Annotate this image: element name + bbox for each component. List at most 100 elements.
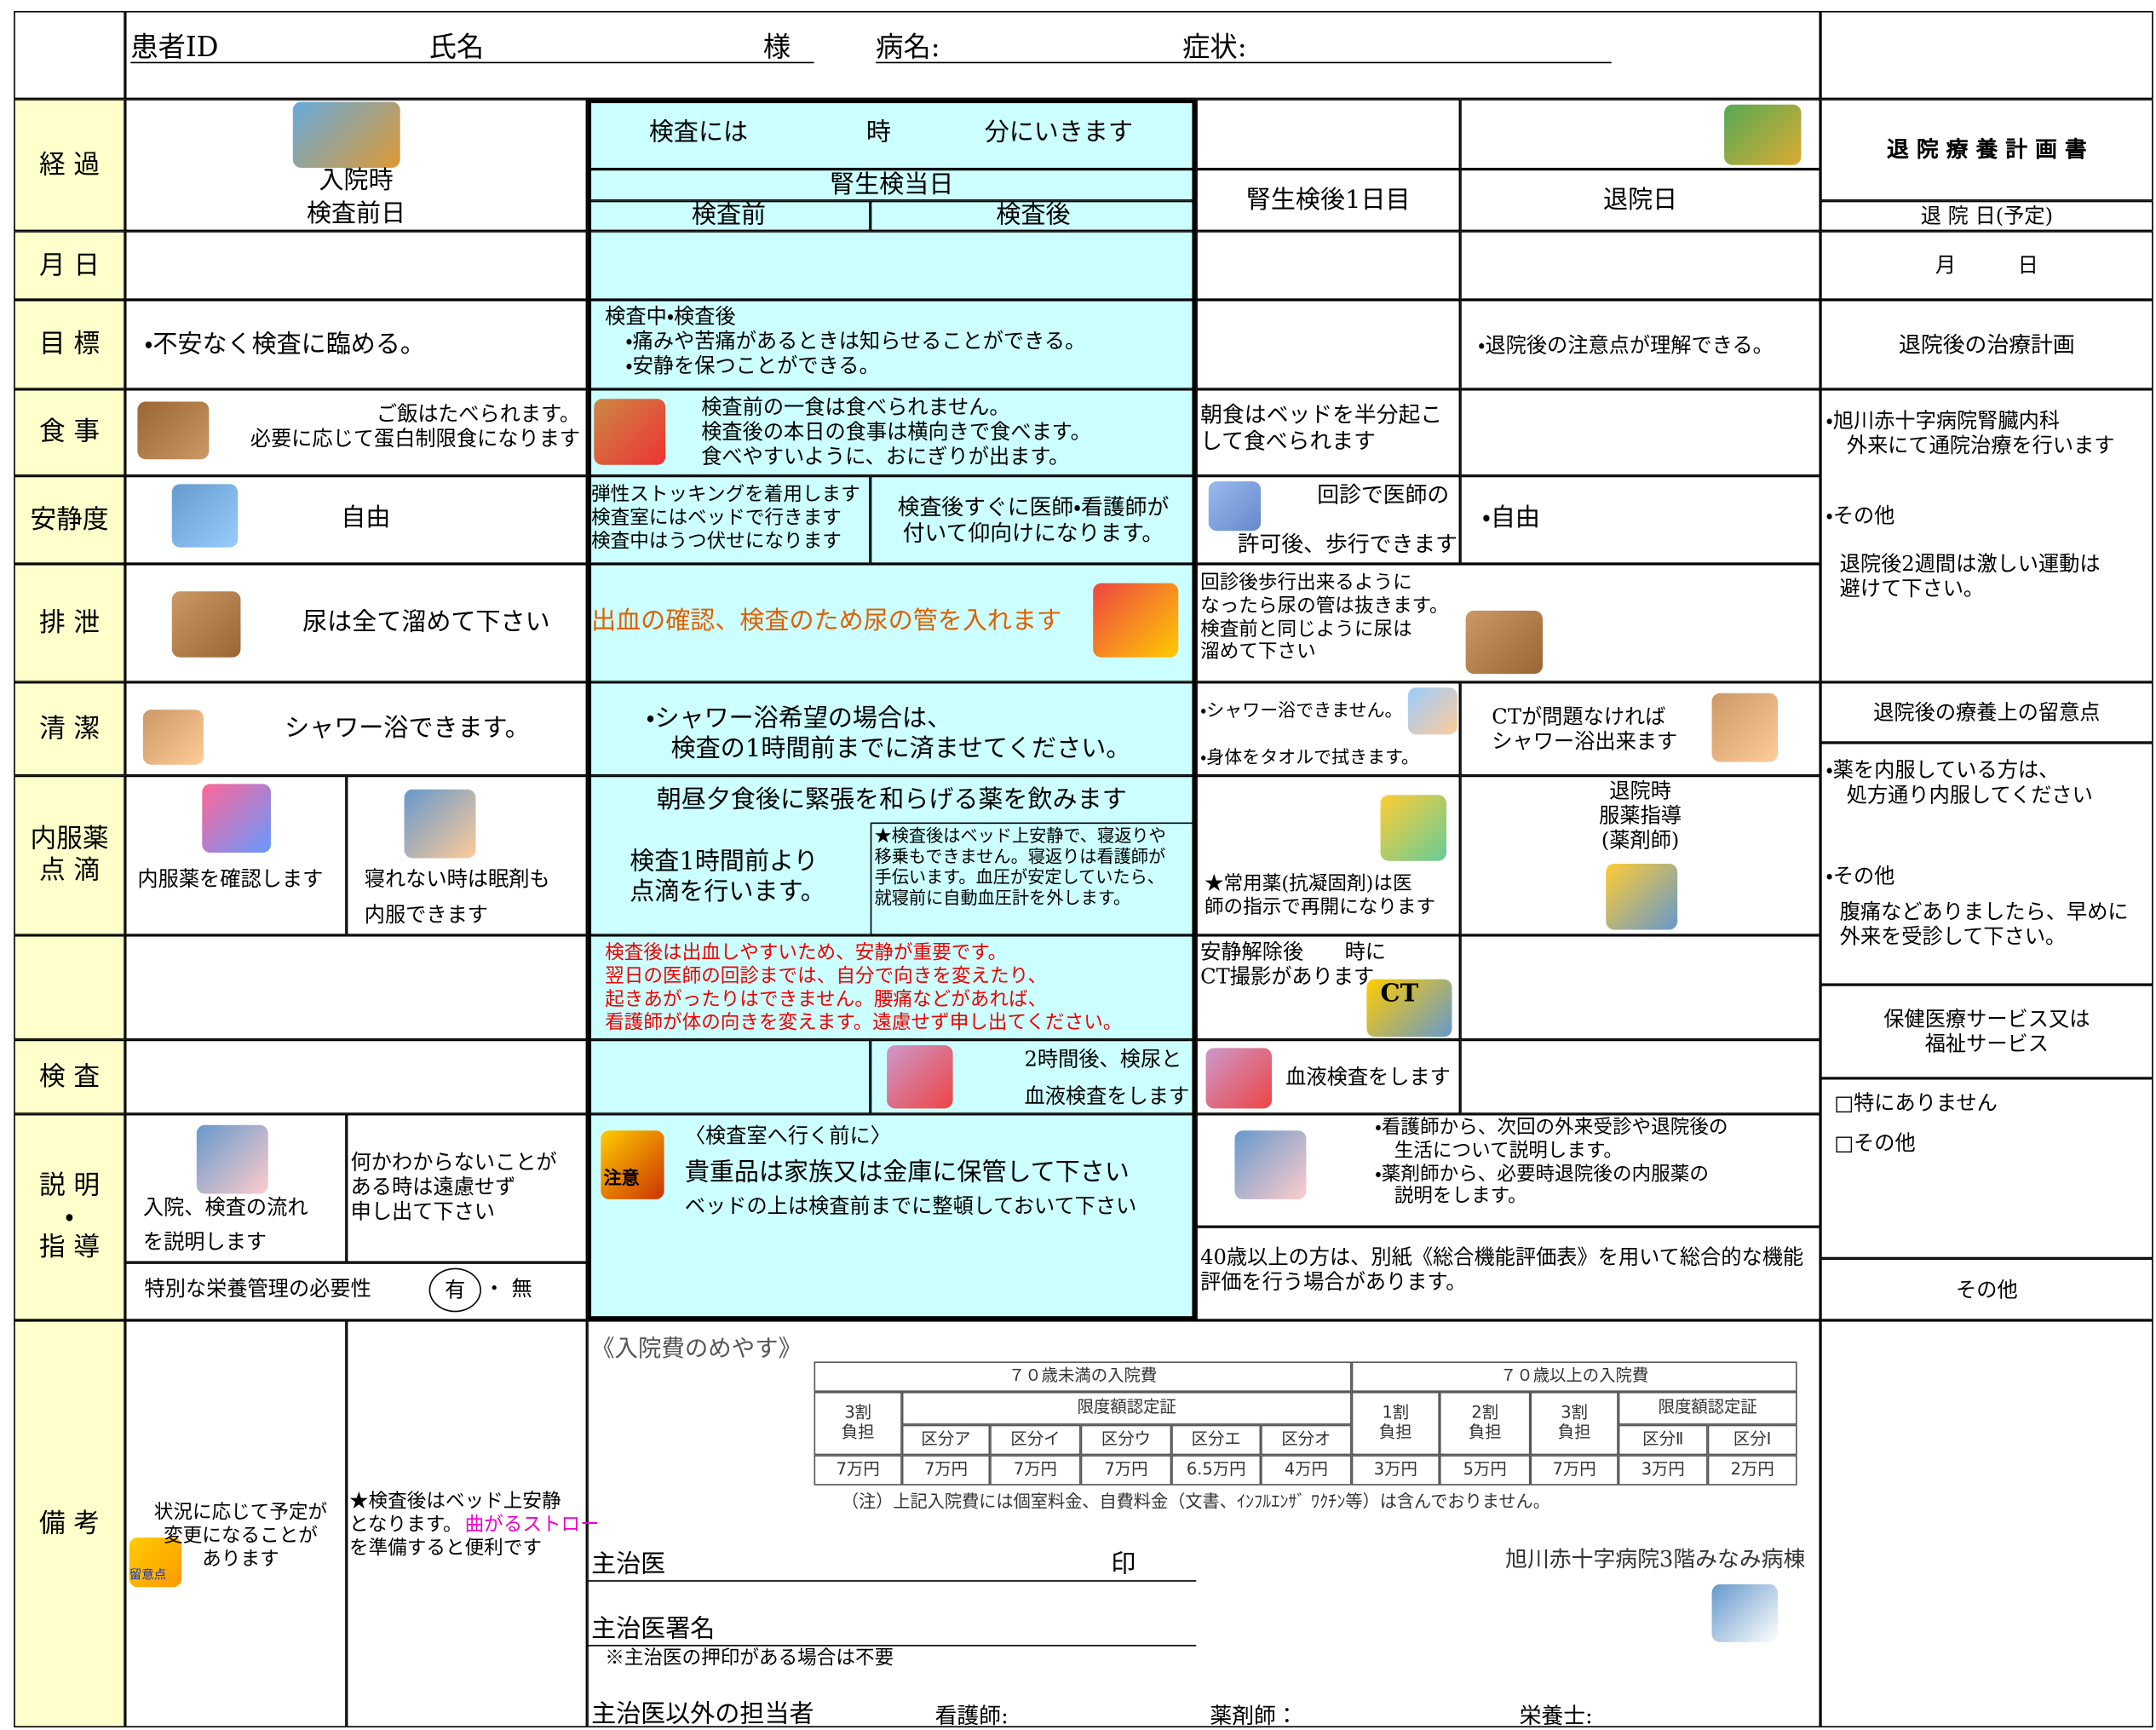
- text: 弾性ストッキングを着用します 検査室にはベッドで行きます 検査中はうつ伏せになり…: [591, 484, 860, 553]
- text: 検査後は出血しやすいため、安静が重要です。: [605, 942, 1008, 964]
- text: 検査前の一食は食べられません。 検査後の本日の食事は横向きで食べます。 食べやす…: [701, 394, 1091, 469]
- table-cell: 限度額認定証: [901, 1391, 1352, 1425]
- row-label: 食 事: [38, 417, 101, 447]
- text: シャワー浴できます。: [285, 713, 530, 743]
- table-cell: 7万円: [990, 1455, 1081, 1486]
- table-cell: 3割 負担: [1530, 1391, 1618, 1456]
- cell: [124, 1262, 588, 1321]
- text: 内服できます: [364, 902, 489, 928]
- table-cell: 区分ア: [901, 1424, 991, 1456]
- icon: [1366, 979, 1452, 1037]
- cell: [587, 169, 1197, 201]
- cell: [587, 299, 1197, 389]
- text: 寝れない時は眠剤も: [364, 866, 550, 892]
- text: 状況に応じて予定が 変更になることが あります: [153, 1502, 328, 1571]
- table-cell: 限度額認定証: [1618, 1391, 1797, 1425]
- cell: [587, 681, 1197, 776]
- text: その他: [1956, 1277, 2018, 1302]
- cell: [1460, 299, 1821, 389]
- row-label: 目 標: [38, 329, 101, 359]
- text: 症状:: [1182, 30, 1247, 64]
- cell: [346, 1113, 588, 1263]
- icon: [1465, 610, 1544, 675]
- text: 腎生検後1日目: [1245, 185, 1411, 215]
- text: ・自由: [1481, 503, 1540, 532]
- underline: [876, 61, 1612, 64]
- cell: [1196, 934, 1461, 1040]
- text: 退院時 服薬指導 (薬剤師): [1599, 778, 1682, 854]
- text: 主治医以外の担当者: [591, 1699, 814, 1729]
- cell: [1460, 475, 1821, 564]
- text: となります。: [348, 1514, 463, 1537]
- table-cell: ７０歳未満の入院費: [814, 1361, 1352, 1392]
- table-cell: 3万円: [1351, 1455, 1440, 1486]
- cell: [14, 231, 125, 300]
- text: 氏名: [428, 30, 485, 64]
- table-cell: 3割 負担: [814, 1391, 902, 1456]
- text: 2時間後、検尿と: [1024, 1046, 1182, 1072]
- text: （注）上記入院費には個室料金、自費料金（文書、ｲﾝﾌﾙｴﾝｻﾞ ﾜｸﾁﾝ等）は含…: [841, 1491, 1550, 1512]
- text: 様: [762, 30, 791, 64]
- cell: [14, 1320, 125, 1727]
- cell: [124, 475, 588, 564]
- text: 旭川赤十字病院3階みなみ病棟: [1505, 1545, 1806, 1572]
- text: ・身体をタオルで拭きます。: [1200, 748, 1419, 769]
- text: 検査には: [648, 118, 749, 147]
- cell: [1820, 299, 2153, 389]
- cell: [1196, 681, 1461, 776]
- text: 入院、検査の流れ: [142, 1195, 308, 1221]
- icon: [601, 1130, 664, 1199]
- text: 検査1時間前より 点滴を行います。: [630, 847, 825, 906]
- text: 主治医署名: [591, 1614, 716, 1644]
- text: 有: [428, 1267, 481, 1313]
- cell: [587, 1320, 1821, 1727]
- text: を準備すると便利です: [348, 1537, 542, 1560]
- cell: [587, 1039, 871, 1114]
- text: 40歳以上の方は、別紙《総合機能評価表》を用いて総合的な機能評価を行う場合があり…: [1200, 1244, 1804, 1295]
- icon: [887, 1045, 953, 1109]
- cell: [587, 99, 1197, 1321]
- cell: [14, 475, 125, 564]
- table-cell: 7万円: [1080, 1455, 1172, 1486]
- cell: [124, 299, 588, 389]
- cell: [124, 934, 588, 1040]
- text: ・不安なく検査に臨める。: [144, 330, 425, 359]
- text: □その他: [1834, 1130, 1916, 1156]
- text: 朝食はベッドを半分起こして食べられます: [1200, 401, 1443, 455]
- cell: [14, 299, 125, 389]
- text: 栄養士:: [1519, 1702, 1593, 1729]
- cell: [124, 1039, 588, 1114]
- table-cell: 区分エ: [1171, 1424, 1262, 1456]
- cell: [1460, 388, 1821, 476]
- icon: [202, 784, 271, 854]
- icon: [129, 1537, 182, 1588]
- table-cell: 区分Ⅰ: [1707, 1424, 1797, 1456]
- text: 看護師:: [934, 1702, 1009, 1729]
- cell: [1820, 200, 2153, 232]
- text: 出血の確認、検査のため尿の管を入れます: [591, 606, 1062, 635]
- text: ベッドの上は検査前までに整頓しておいて下さい: [684, 1193, 1137, 1219]
- icon: [1380, 795, 1447, 861]
- table-cell: 3万円: [1618, 1455, 1708, 1486]
- cell: [1820, 388, 2153, 682]
- icon: [1205, 1048, 1273, 1109]
- text: 何かわからないことが ある時は遠慮せず 申し出て下さい: [350, 1149, 557, 1224]
- cell: [1460, 934, 1821, 1040]
- cell: [124, 1320, 347, 1727]
- cell: [14, 99, 125, 232]
- text: CTが問題なければ シャワー浴出来ます: [1492, 704, 1678, 754]
- cell: [587, 1113, 1197, 1321]
- cell: [1820, 10, 2153, 100]
- text: 退 院 日(予定): [1920, 203, 2054, 229]
- cell: [1460, 775, 1821, 935]
- text: 血液検査をします: [1024, 1083, 1190, 1109]
- text: ご飯はたべられます。 必要に応じて蛋白制限食になります: [250, 401, 581, 451]
- table-cell: 5万円: [1439, 1455, 1531, 1486]
- icon: [292, 101, 400, 168]
- text: 腎生検当日: [830, 170, 954, 199]
- text: ・薬を内服している方は、 処方通り内服してください: [1825, 757, 2093, 808]
- cell: [1196, 169, 1461, 232]
- cell: [1196, 99, 1461, 170]
- icon: [1208, 481, 1262, 532]
